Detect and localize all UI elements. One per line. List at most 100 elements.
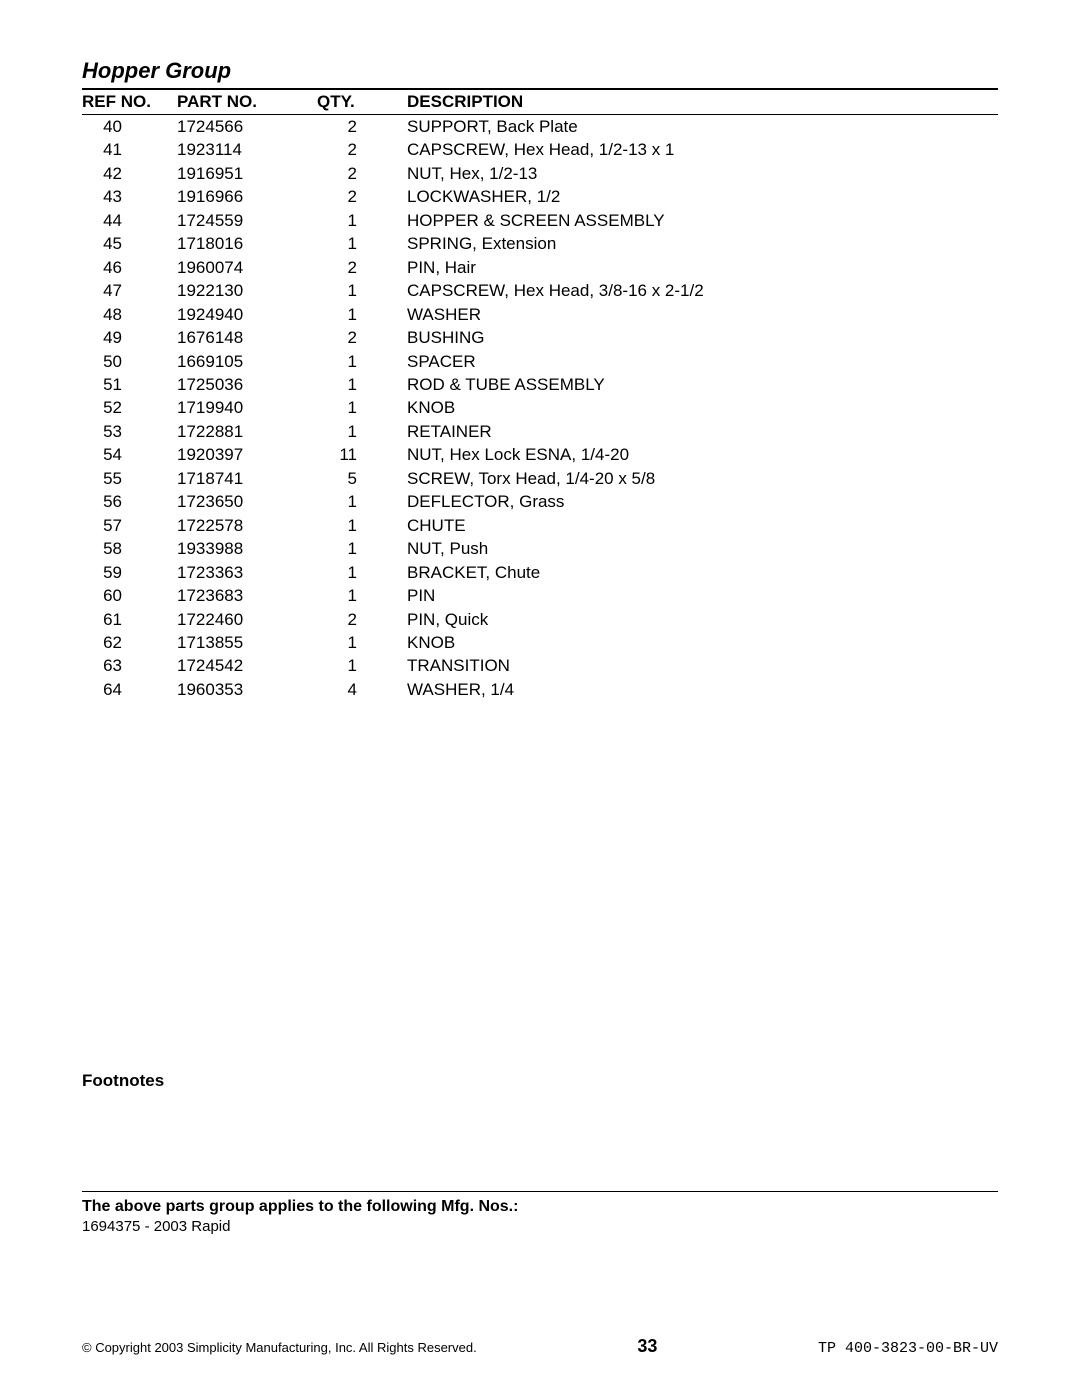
cell-qty: 1: [317, 279, 407, 302]
cell-part: 1923114: [177, 138, 317, 161]
table-row: 54192039711NUT, Hex Lock ESNA, 1/4-20: [82, 443, 998, 466]
table-row: 6217138551KNOB: [82, 631, 998, 654]
cell-qty: 2: [317, 608, 407, 631]
cell-desc: ROD & TUBE ASSEMBLY: [407, 373, 998, 396]
cell-part: 1933988: [177, 537, 317, 560]
cell-qty: 2: [317, 115, 407, 138]
col-header-desc: DESCRIPTION: [407, 92, 998, 112]
cell-part: 1724559: [177, 209, 317, 232]
cell-qty: 1: [317, 209, 407, 232]
cell-part: 1724566: [177, 115, 317, 138]
cell-desc: HOPPER & SCREEN ASSEMBLY: [407, 209, 998, 232]
table-header: REF NO. PART NO. QTY. DESCRIPTION: [82, 92, 998, 115]
cell-desc: CAPSCREW, Hex Head, 1/2-13 x 1: [407, 138, 998, 161]
cell-ref: 60: [82, 584, 177, 607]
table-row: 6419603534WASHER, 1/4: [82, 678, 998, 701]
cell-ref: 43: [82, 185, 177, 208]
cell-desc: NUT, Hex Lock ESNA, 1/4-20: [407, 443, 998, 466]
cell-ref: 58: [82, 537, 177, 560]
cell-qty: 1: [317, 232, 407, 255]
cell-ref: 51: [82, 373, 177, 396]
table-body: 4017245662SUPPORT, Back Plate4119231142C…: [82, 115, 998, 701]
table-row: 5517187415SCREW, Torx Head, 1/4-20 x 5/8: [82, 467, 998, 490]
cell-desc: BUSHING: [407, 326, 998, 349]
page: Hopper Group REF NO. PART NO. QTY. DESCR…: [0, 0, 1080, 1397]
cell-desc: CAPSCREW, Hex Head, 3/8-16 x 2-1/2: [407, 279, 998, 302]
cell-ref: 47: [82, 279, 177, 302]
cell-desc: CHUTE: [407, 514, 998, 537]
table-row: 6317245421TRANSITION: [82, 654, 998, 677]
table-row: 4719221301CAPSCREW, Hex Head, 3/8-16 x 2…: [82, 279, 998, 302]
table-row: 5617236501DEFLECTOR, Grass: [82, 490, 998, 513]
cell-desc: SPACER: [407, 350, 998, 373]
table-row: 4119231142CAPSCREW, Hex Head, 1/2-13 x 1: [82, 138, 998, 161]
cell-qty: 1: [317, 420, 407, 443]
cell-desc: RETAINER: [407, 420, 998, 443]
table-row: 4017245662SUPPORT, Back Plate: [82, 115, 998, 138]
cell-ref: 57: [82, 514, 177, 537]
cell-part: 1676148: [177, 326, 317, 349]
footnotes-heading: Footnotes: [82, 1071, 998, 1091]
applies-label: The above parts group applies to the fol…: [82, 1198, 998, 1216]
cell-qty: 2: [317, 256, 407, 279]
cell-part: 1713855: [177, 631, 317, 654]
cell-qty: 11: [317, 443, 407, 466]
cell-desc: SCREW, Torx Head, 1/4-20 x 5/8: [407, 467, 998, 490]
cell-part: 1718016: [177, 232, 317, 255]
cell-part: 1924940: [177, 303, 317, 326]
table-row: 5819339881NUT, Push: [82, 537, 998, 560]
cell-desc: KNOB: [407, 396, 998, 419]
cell-ref: 54: [82, 443, 177, 466]
cell-part: 1916966: [177, 185, 317, 208]
cell-desc: PIN, Quick: [407, 608, 998, 631]
cell-desc: WASHER, 1/4: [407, 678, 998, 701]
cell-desc: NUT, Hex, 1/2-13: [407, 162, 998, 185]
page-number: 33: [637, 1336, 657, 1357]
table-row: 5016691051SPACER: [82, 350, 998, 373]
document-id: TP 400-3823-00-BR-UV: [818, 1340, 998, 1357]
cell-desc: NUT, Push: [407, 537, 998, 560]
cell-qty: 1: [317, 373, 407, 396]
table-row: 4619600742PIN, Hair: [82, 256, 998, 279]
table-row: 6117224602PIN, Quick: [82, 608, 998, 631]
title-rule: [82, 88, 998, 90]
table-row: 4219169512NUT, Hex, 1/2-13: [82, 162, 998, 185]
cell-qty: 1: [317, 631, 407, 654]
cell-part: 1718741: [177, 467, 317, 490]
cell-qty: 1: [317, 396, 407, 419]
footnotes-rule: [82, 1191, 998, 1192]
cell-ref: 50: [82, 350, 177, 373]
cell-desc: SPRING, Extension: [407, 232, 998, 255]
cell-part: 1723363: [177, 561, 317, 584]
section-title: Hopper Group: [82, 58, 998, 84]
copyright-text: © Copyright 2003 Simplicity Manufacturin…: [82, 1340, 477, 1355]
cell-part: 1723650: [177, 490, 317, 513]
cell-part: 1719940: [177, 396, 317, 419]
col-header-part: PART NO.: [177, 92, 317, 112]
table-row: 5717225781CHUTE: [82, 514, 998, 537]
cell-desc: LOCKWASHER, 1/2: [407, 185, 998, 208]
cell-ref: 44: [82, 209, 177, 232]
cell-ref: 63: [82, 654, 177, 677]
cell-ref: 61: [82, 608, 177, 631]
cell-desc: DEFLECTOR, Grass: [407, 490, 998, 513]
table-row: 4517180161SPRING, Extension: [82, 232, 998, 255]
cell-desc: PIN: [407, 584, 998, 607]
cell-ref: 62: [82, 631, 177, 654]
cell-ref: 52: [82, 396, 177, 419]
mfg-number-line: 1694375 - 2003 Rapid: [82, 1218, 998, 1235]
cell-qty: 1: [317, 584, 407, 607]
table-row: 5317228811RETAINER: [82, 420, 998, 443]
cell-part: 1960353: [177, 678, 317, 701]
cell-ref: 41: [82, 138, 177, 161]
cell-qty: 2: [317, 326, 407, 349]
table-row: 4916761482BUSHING: [82, 326, 998, 349]
cell-part: 1723683: [177, 584, 317, 607]
cell-ref: 59: [82, 561, 177, 584]
cell-qty: 1: [317, 537, 407, 560]
cell-ref: 42: [82, 162, 177, 185]
table-row: 5917233631BRACKET, Chute: [82, 561, 998, 584]
cell-qty: 2: [317, 138, 407, 161]
table-row: 4819249401WASHER: [82, 303, 998, 326]
cell-desc: PIN, Hair: [407, 256, 998, 279]
